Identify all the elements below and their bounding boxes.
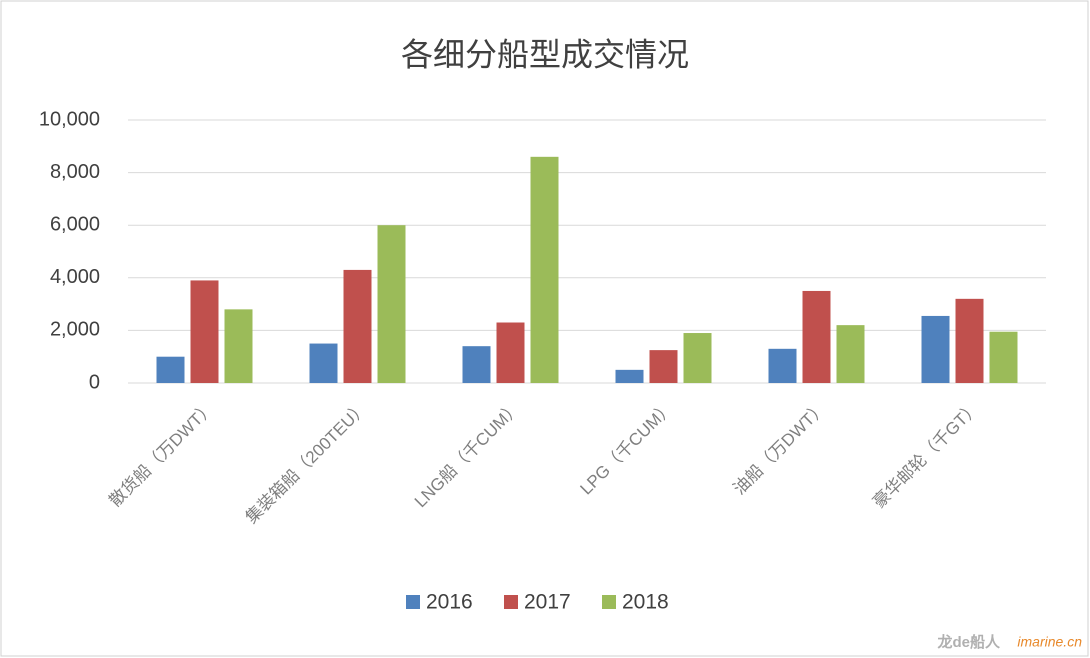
bar	[343, 269, 372, 383]
legend-label: 2017	[524, 591, 571, 614]
bar	[377, 225, 406, 383]
legend-label: 2016	[426, 591, 473, 614]
bar	[921, 315, 950, 383]
legend-swatch	[504, 595, 518, 609]
bar	[683, 333, 712, 383]
legend-swatch	[406, 595, 420, 609]
bar	[768, 348, 797, 383]
bar	[615, 369, 644, 383]
bar	[989, 331, 1018, 383]
y-tick-label: 6,000	[50, 213, 100, 235]
bar	[224, 309, 253, 383]
bar	[309, 343, 338, 383]
bar	[496, 322, 525, 383]
bar	[836, 325, 865, 383]
watermark-site: imarine.cn	[1017, 634, 1082, 650]
watermark-brand: 龙de船人	[936, 633, 1001, 651]
bar	[156, 356, 185, 383]
chart-title: 各细分船型成交情况	[401, 36, 689, 72]
y-tick-label: 8,000	[50, 161, 100, 183]
bar	[462, 346, 491, 383]
legend-label: 2018	[622, 591, 669, 614]
y-tick-label: 10,000	[39, 108, 100, 130]
bar	[955, 298, 984, 383]
bar	[649, 350, 678, 383]
bar	[190, 280, 219, 383]
y-tick-label: 4,000	[50, 266, 100, 288]
y-tick-label: 2,000	[50, 319, 100, 341]
bar	[802, 290, 831, 383]
legend-swatch	[602, 595, 616, 609]
y-tick-label: 0	[89, 371, 100, 393]
bar	[530, 156, 559, 383]
